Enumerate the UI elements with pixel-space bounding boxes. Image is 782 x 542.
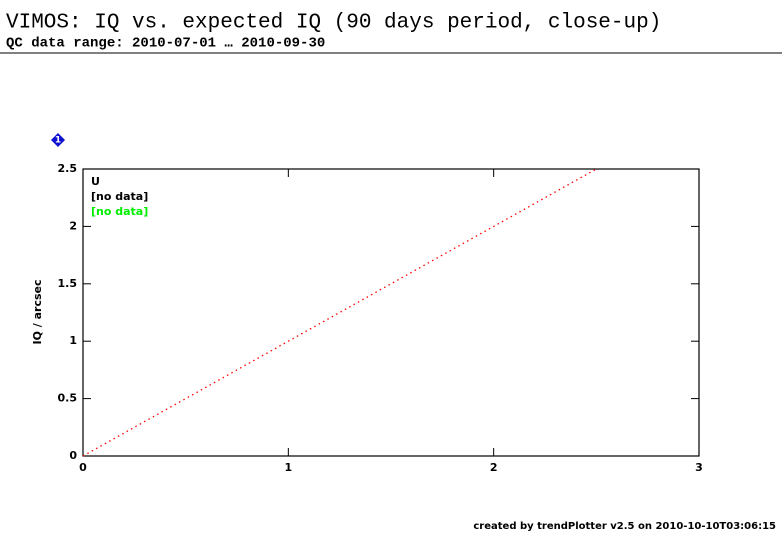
panel-label: 1 bbox=[55, 136, 61, 146]
legend-text: [no data] bbox=[91, 205, 148, 218]
footer: created by trendPlotter v2.5 on 2010-10-… bbox=[473, 521, 776, 532]
y-tick-label: 1.5 bbox=[58, 277, 78, 290]
chart-title: VIMOS: IQ vs. expected IQ (90 days perio… bbox=[6, 12, 661, 35]
x-tick-label: 0 bbox=[79, 461, 87, 474]
legend-text: [no data] bbox=[91, 190, 148, 203]
y-tick-label: 2.5 bbox=[58, 162, 78, 175]
y-axis-label: IQ / arcsec bbox=[31, 279, 44, 344]
x-tick-label: 2 bbox=[490, 461, 498, 474]
x-tick-label: 1 bbox=[285, 461, 293, 474]
plot-frame bbox=[82, 168, 700, 457]
y-tick-label: 1 bbox=[69, 334, 77, 347]
y-tick-label: 0.5 bbox=[58, 392, 78, 405]
y-tick-label: 2 bbox=[69, 219, 77, 232]
y-tick-label: 0 bbox=[69, 449, 77, 462]
chart-subtitle: QC data range: 2010-07-01 … 2010-09-30 bbox=[6, 36, 325, 52]
panel-marker bbox=[51, 133, 65, 147]
x-tick-label: 3 bbox=[695, 461, 703, 474]
data-line bbox=[82, 168, 597, 457]
legend-text: U bbox=[91, 175, 100, 188]
